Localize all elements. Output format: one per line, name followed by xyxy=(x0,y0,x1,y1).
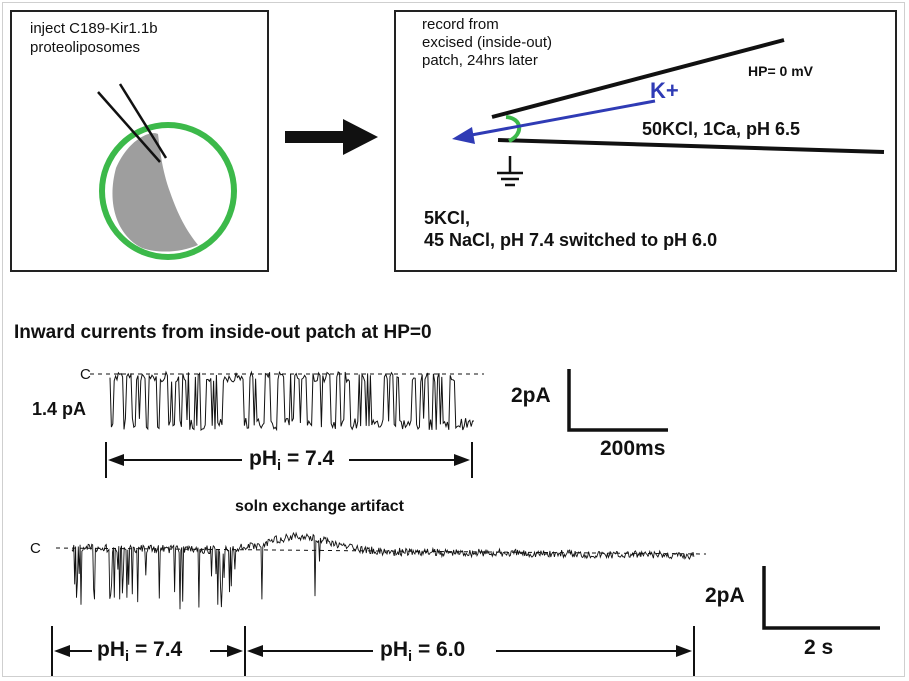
pipette-solution-label: 50KCl, 1Ca, pH 6.5 xyxy=(642,119,801,139)
potassium-ion-label: K+ xyxy=(650,78,679,103)
trace2-ph1-sub: i xyxy=(125,649,130,666)
trace2-ph-span-arrows xyxy=(51,626,695,676)
ion-flow-arrow-icon xyxy=(452,99,656,144)
record-label-line1: record from xyxy=(422,16,499,33)
trace1-ph-span-arrow xyxy=(105,442,473,478)
trace2-scale-x-label: 2 s xyxy=(804,636,834,659)
trace2-ph1-prefix: pH xyxy=(97,638,125,661)
trace2-ph1-value: = 7.4 xyxy=(134,638,183,661)
trace1-amplitude-label: 1.4 pA xyxy=(32,399,87,419)
trace1-current-record xyxy=(109,370,474,432)
injection-pipette-icon xyxy=(97,83,168,163)
trace2-ph1-label: pHi = 7.4 xyxy=(97,638,182,666)
trace2-ph2-sub: i xyxy=(408,649,413,666)
trace1-closed-marker: C xyxy=(80,366,91,383)
trace1-ph-sub: i xyxy=(277,458,282,475)
recording-panel: record from excised (inside-out) patch, … xyxy=(394,10,897,272)
trace2-ph2-value: = 6.0 xyxy=(417,638,466,661)
trace2-ph2-label: pHi = 6.0 xyxy=(380,638,465,666)
proteoliposome xyxy=(99,122,237,260)
bath-solution-line2: 45 NaCl, pH 7.4 switched to pH 6.0 xyxy=(424,230,718,250)
workflow-arrow-icon xyxy=(285,119,378,155)
trace2-scale-y-label: 2pA xyxy=(705,584,745,607)
inject-label-line1: inject C189-Kir1.1b xyxy=(30,20,158,37)
holding-potential-label: HP= 0 mV xyxy=(748,63,813,79)
trace1-scale-bar xyxy=(567,369,668,432)
trace1-scale-x-label: 200ms xyxy=(600,437,666,460)
artifact-label: soln exchange artifact xyxy=(235,498,404,515)
trace2-current-record xyxy=(71,531,695,610)
ground-icon xyxy=(497,156,523,187)
section-title: Inward currents from inside-out patch at… xyxy=(14,322,432,343)
trace1-ph-label: pHi = 7.4 xyxy=(249,447,334,475)
record-label-line3: patch, 24hrs later xyxy=(422,52,538,69)
inject-label-line2: proteoliposomes xyxy=(30,39,141,56)
trace1-scale-y-label: 2pA xyxy=(511,384,551,407)
record-label-line2: excised (inside-out) xyxy=(422,34,553,51)
trace1-ph-prefix: pH xyxy=(249,447,277,470)
trace2-ph2-prefix: pH xyxy=(380,638,408,661)
trace2-scale-bar xyxy=(762,566,880,630)
trace2-closed-marker: C xyxy=(30,540,41,557)
patch-pipette-icon xyxy=(491,38,885,154)
bath-solution-line1: 5KCl, xyxy=(424,208,471,228)
trace1-ph-value: = 7.4 xyxy=(286,447,335,470)
